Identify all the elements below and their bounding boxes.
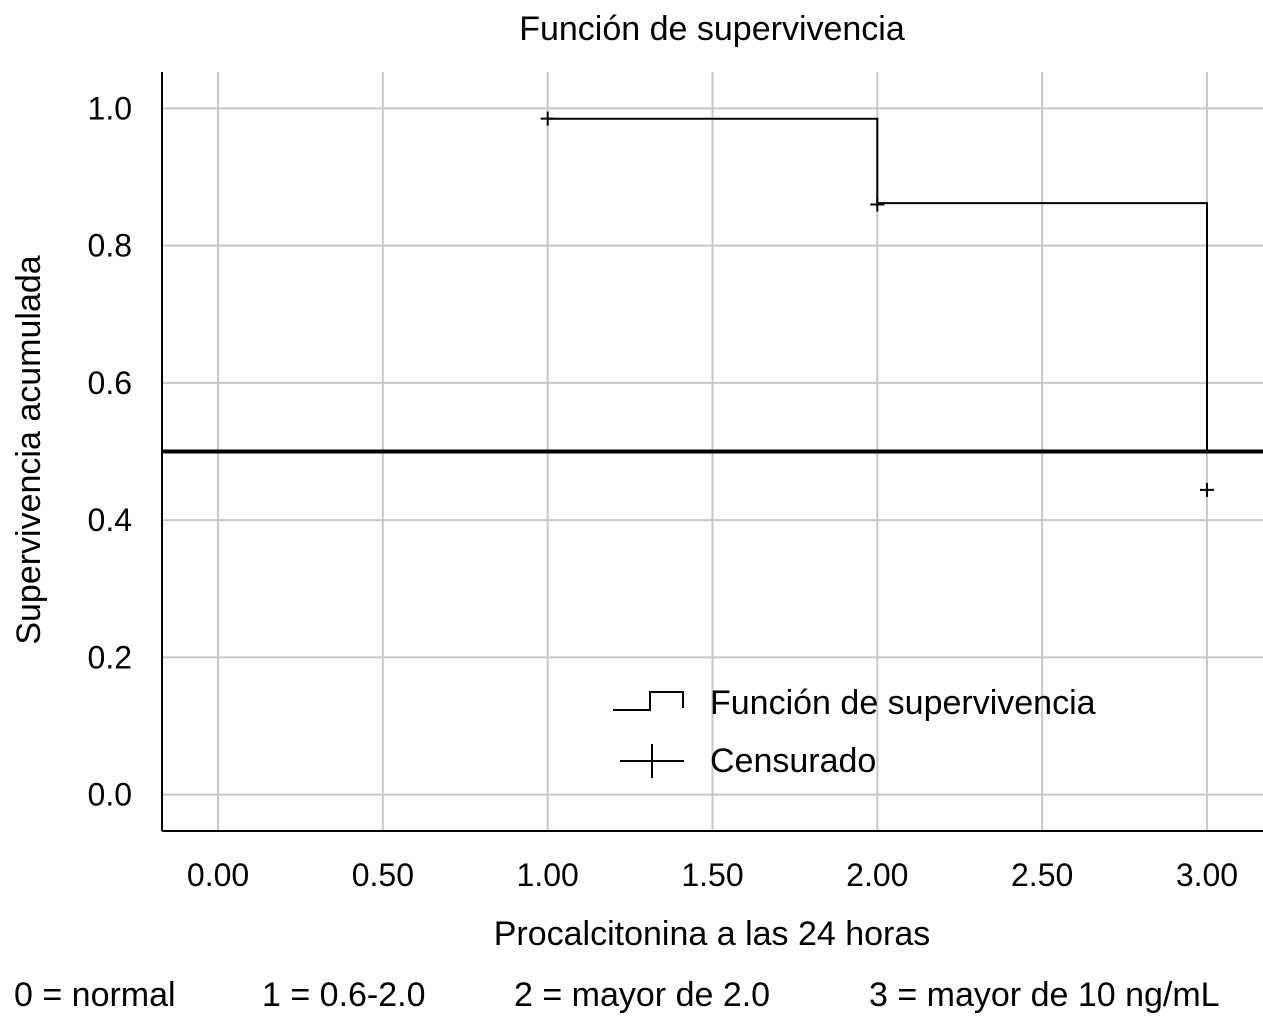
x-tick-label: 0.00 [187,857,249,893]
footnote-item: 2 = mayor de 2.0 [514,976,770,1014]
censored-markers [540,111,1214,497]
chart-title: Función de supervivencia [519,10,905,48]
y-axis-label: Supervivencia acumulada [10,255,48,644]
y-tick-label: 1.0 [88,90,132,126]
x-tick-label: 1.00 [517,857,579,893]
axes [161,72,1263,832]
footnote-item: 1 = 0.6-2.0 [262,976,426,1014]
x-axis-label: Procalcitonina a las 24 horas [494,915,931,953]
y-tick-labels: 0.0 0.2 0.4 0.6 0.8 1.0 [88,90,132,812]
y-tick-label: 0.6 [88,365,132,401]
y-tick-label: 0.4 [88,502,132,538]
censored-marker [1199,482,1214,497]
footnote-item: 3 = mayor de 10 ng/mL [869,976,1220,1014]
x-tick-label: 2.00 [846,857,908,893]
legend-label-survival: Función de supervivencia [710,684,1096,722]
censored-marker [540,111,555,126]
x-tick-label: 0.50 [352,857,414,893]
footnote-item: 0 = normal [14,976,176,1014]
x-tick-label: 3.00 [1176,857,1238,893]
x-tick-labels: 0.00 0.50 1.00 1.50 2.00 2.50 3.00 [187,857,1238,893]
y-tick-label: 0.0 [88,777,132,813]
legend-censor-swatch [620,744,684,778]
footnote-legend: 0 = normal 1 = 0.6-2.0 2 = mayor de 2.0 … [14,976,1220,1014]
censored-marker [870,197,885,212]
x-tick-label: 2.50 [1011,857,1073,893]
legend-step-swatch [613,691,684,711]
y-tick-label: 0.2 [88,639,132,675]
x-tick-label: 1.50 [681,857,743,893]
legend: Función de supervivencia Censurado [613,684,1096,780]
y-tick-label: 0.8 [88,228,132,264]
legend-label-censored: Censurado [710,742,876,780]
